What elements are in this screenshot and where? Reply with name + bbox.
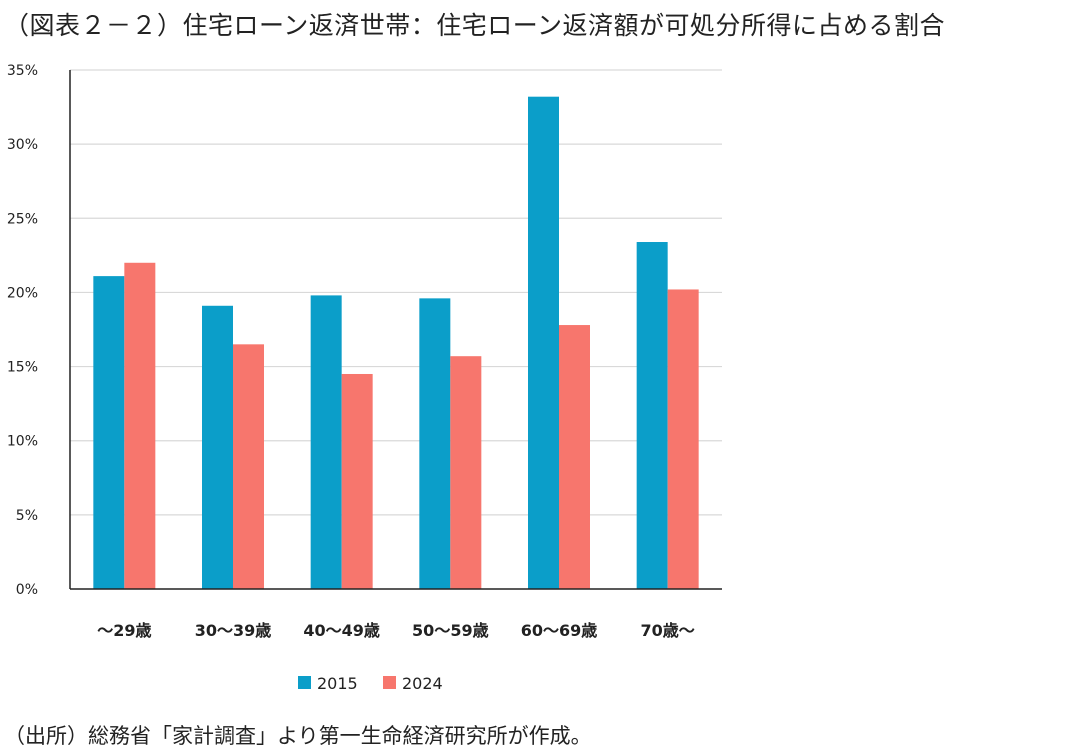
bar-2024-3 bbox=[450, 356, 482, 589]
axes bbox=[69, 70, 722, 590]
bar-2015-3 bbox=[419, 298, 451, 589]
bar-2015-2 bbox=[310, 295, 342, 589]
bar-2015-5 bbox=[636, 242, 668, 590]
gridlines bbox=[70, 69, 722, 516]
y-tick-label: 35% bbox=[7, 63, 38, 79]
legend-swatch-2024 bbox=[383, 676, 396, 689]
legend-label-2024: 2024 bbox=[402, 674, 443, 693]
bars bbox=[93, 96, 699, 590]
bar-2024-2 bbox=[341, 373, 373, 589]
bar-2024-0 bbox=[124, 262, 156, 589]
x-axis-labels: ～29歳 30～39歳 40～49歳 50～59歳 60～69歳 70歳～ bbox=[97, 621, 695, 640]
source-note: （出所）総務省「家計調査」より第一生命経済研究所が作成。 bbox=[4, 724, 592, 748]
chart-title: （図表２－２）住宅ローン返済世帯：住宅ローン返済額が可処分所得に占める割合 bbox=[4, 11, 946, 40]
x-category-label: 70歳～ bbox=[641, 621, 695, 640]
y-tick-label: 0% bbox=[16, 582, 38, 598]
bar-2015-1 bbox=[202, 305, 233, 589]
x-category-label: 30～39歳 bbox=[195, 621, 272, 640]
y-tick-label: 5% bbox=[16, 508, 38, 524]
legend: 2015 2024 bbox=[298, 674, 443, 693]
x-category-label: 60～69歳 bbox=[521, 621, 598, 640]
y-tick-label: 30% bbox=[7, 137, 38, 153]
y-axis-ticks: 0% 5% 10% 15% 20% 25% 30% 35% bbox=[7, 63, 38, 598]
x-category-label: 40～49歳 bbox=[303, 621, 380, 640]
legend-label-2015: 2015 bbox=[317, 674, 358, 693]
y-tick-label: 20% bbox=[7, 285, 38, 301]
y-tick-label: 10% bbox=[7, 434, 38, 450]
bar-2015-4 bbox=[528, 96, 559, 589]
x-category-label: ～29歳 bbox=[97, 621, 151, 640]
legend-swatch-2015 bbox=[298, 676, 311, 689]
y-tick-label: 15% bbox=[7, 360, 38, 376]
bar-2024-5 bbox=[667, 289, 699, 589]
y-tick-label: 25% bbox=[7, 211, 38, 227]
bar-2015-0 bbox=[93, 276, 125, 589]
bar-2024-1 bbox=[233, 344, 264, 589]
bar-2024-4 bbox=[559, 325, 590, 589]
x-category-label: 50～59歳 bbox=[412, 621, 489, 640]
